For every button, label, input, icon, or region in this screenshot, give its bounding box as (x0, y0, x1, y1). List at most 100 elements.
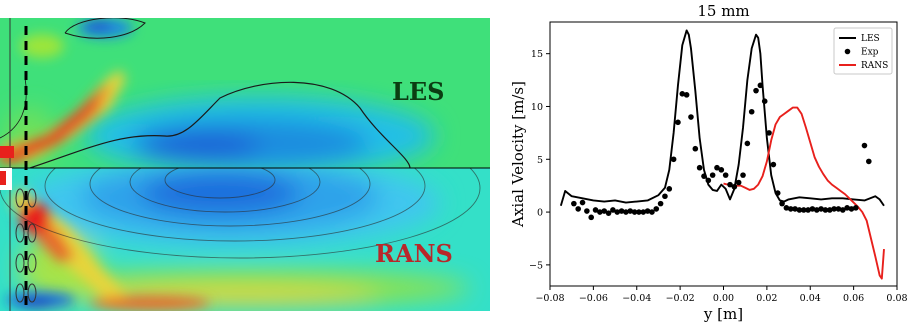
rans-contour (0, 168, 490, 311)
legend: LES Exp RANS (833, 27, 893, 75)
exp-point (844, 205, 850, 211)
exp-point (649, 209, 655, 215)
x-tick-label: −0.08 (535, 293, 564, 304)
exp-point (683, 92, 690, 98)
exp-point (709, 172, 716, 178)
exp-point (735, 179, 742, 186)
rans-series (723, 106, 885, 280)
x-tick-label: 0.02 (756, 293, 777, 304)
exp-point (705, 177, 712, 184)
exp-point (597, 209, 603, 215)
exp-series (571, 82, 872, 221)
les-series (559, 29, 885, 207)
x-tick-label: 0.06 (843, 293, 864, 304)
exp-point (636, 209, 642, 215)
exp-point (579, 199, 586, 206)
exp-point (818, 206, 824, 212)
exp-point (757, 82, 764, 89)
exp-point (727, 181, 733, 188)
rans-line (723, 106, 885, 280)
contour-panel: LES RANS (0, 18, 490, 311)
exp-point (813, 207, 820, 213)
exp-point (670, 156, 677, 163)
exp-point (848, 206, 855, 212)
contour-image: LES RANS (0, 18, 490, 311)
legend-entry: LES (861, 34, 880, 44)
x-tick-label: 0.00 (713, 293, 734, 304)
exp-point (744, 140, 751, 147)
exp-point (688, 114, 694, 120)
exp-point (675, 119, 681, 126)
legend-swatch (844, 48, 851, 55)
exp-point (731, 183, 738, 190)
exp-point (861, 142, 868, 149)
exp-point (787, 206, 794, 212)
x-tick-label: 0.08 (886, 293, 907, 304)
exp-point (774, 190, 781, 196)
velocity-plot-panel: −0.08 −0.06 −0.04 −0.02 0.00 0.02 0.04 0.06 0.08… (505, 0, 910, 325)
exp-point (679, 91, 686, 97)
exp-point (623, 209, 629, 215)
legend-entry: Exp (861, 48, 879, 58)
x-tick-label: −0.04 (622, 293, 651, 304)
exp-point (770, 161, 777, 168)
exp-point (826, 207, 833, 213)
exp-point (800, 207, 807, 213)
exp-point (701, 173, 707, 179)
x-axis: −0.08 −0.06 −0.04 −0.02 0.00 0.02 0.04 0.06 0.08 (535, 286, 908, 304)
exp-point (610, 207, 616, 213)
exp-point (640, 209, 647, 215)
exp-point (839, 207, 846, 213)
exp-point (740, 172, 746, 178)
exp-point (714, 164, 720, 171)
exp-point (631, 209, 638, 215)
legend-box (833, 27, 893, 75)
x-tick-label: 0.04 (800, 293, 821, 304)
exp-point (692, 145, 699, 152)
y-tick-label: 15 (531, 49, 543, 60)
exp-point (753, 87, 759, 94)
exp-point (766, 130, 772, 136)
exp-point (852, 205, 859, 211)
x-tick-label: −0.06 (579, 293, 608, 304)
exp-point (718, 167, 725, 173)
exp-point (653, 206, 660, 212)
exp-point (722, 172, 729, 178)
exp-point (866, 158, 872, 165)
exp-point (761, 98, 768, 104)
les-line (559, 29, 885, 207)
exp-point (601, 208, 608, 214)
exp-point (666, 186, 673, 192)
exp-point (588, 214, 595, 221)
exp-point (805, 207, 811, 213)
rans-label: RANS (375, 239, 453, 268)
exp-point (592, 207, 599, 213)
y-tick-label: −5 (529, 260, 543, 271)
exp-point (748, 108, 755, 115)
exp-point (822, 207, 829, 213)
exp-point (783, 205, 790, 211)
exp-point (575, 206, 581, 212)
exp-point (792, 206, 798, 212)
y-axis: −5 0 5 10 15 (529, 49, 550, 271)
exp-point (605, 210, 612, 216)
exp-point (779, 200, 785, 207)
y-axis-label: Axial Velocity [m/s] (509, 81, 527, 228)
exp-point (584, 208, 590, 214)
exp-point (809, 206, 816, 212)
exp-point (662, 193, 668, 200)
x-tick-label: −0.02 (666, 293, 695, 304)
exp-point (696, 164, 703, 171)
exp-point (796, 207, 803, 213)
y-tick-label: 0 (537, 208, 543, 219)
legend-entry: RANS (861, 61, 888, 71)
exp-point (614, 209, 621, 215)
exp-point (644, 208, 651, 214)
x-axis-label: y [m] (703, 305, 743, 323)
exp-point (831, 206, 837, 212)
exp-point (835, 206, 842, 212)
exp-point (571, 200, 577, 207)
y-tick-label: 5 (537, 155, 543, 166)
exp-point (657, 200, 664, 207)
velocity-chart: −0.08 −0.06 −0.04 −0.02 0.00 0.02 0.04 0.06 0.08… (509, 2, 908, 323)
